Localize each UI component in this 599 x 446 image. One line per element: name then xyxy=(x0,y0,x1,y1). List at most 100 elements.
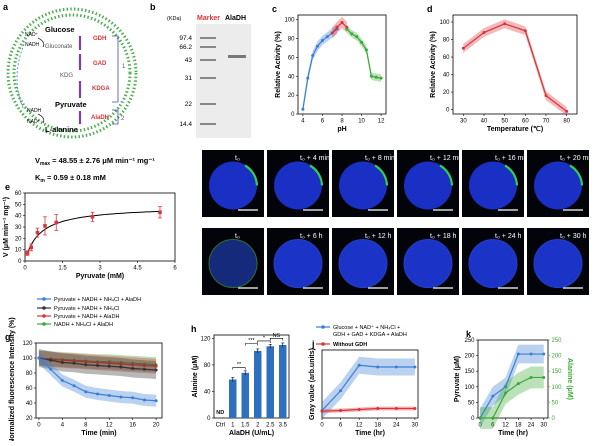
panel-letter: j xyxy=(311,339,315,349)
data-point xyxy=(529,375,533,379)
bar xyxy=(241,372,249,418)
vesicle-image xyxy=(404,239,452,288)
y-tick-label: 40 xyxy=(288,74,295,80)
x-tick-label: 3.5 xyxy=(279,423,288,429)
y-tick-label: 40 xyxy=(443,73,450,79)
km-value: = 0.59 ± 0.18 mM xyxy=(45,173,106,182)
gel-ladder-band xyxy=(200,123,216,125)
series-line xyxy=(480,376,544,419)
panel-letter-a: a xyxy=(3,2,9,12)
panel-letter: c xyxy=(272,4,277,14)
km-text: Km = 0.59 ± 0.18 mM xyxy=(35,173,106,184)
vesicle-image xyxy=(209,161,257,210)
x-tick-label: 12 xyxy=(106,423,113,429)
micrograph-time-label: t₀ + 24 h xyxy=(495,233,522,240)
data-point xyxy=(376,365,380,369)
y2-tick-label: 250 xyxy=(552,338,563,344)
gel-lane-label: AlaDH xyxy=(225,15,246,22)
x-tick-label: 6 xyxy=(491,423,495,429)
label-nadh-2: NADH xyxy=(27,108,42,114)
y2-tick-label: 150 xyxy=(552,369,563,375)
data-point xyxy=(72,361,76,365)
panel-g-chart: 0 4 8 12 16 20 20 40 60 80 100 120 Time (min) Normali… xyxy=(5,297,163,444)
data-point xyxy=(350,32,354,36)
data-point xyxy=(482,31,486,35)
x-tick-label: 70 xyxy=(543,119,550,125)
x-tick-label: 16 xyxy=(129,423,136,429)
series-error-band xyxy=(322,356,415,420)
membrane-fluorescence xyxy=(468,239,518,288)
x-tick-label: 4 xyxy=(301,119,305,125)
y2-tick-label: 0 xyxy=(552,416,556,422)
y-tick-label: 20 xyxy=(26,416,33,422)
data-point xyxy=(320,409,324,413)
y-tick-label: 60 xyxy=(26,386,33,392)
plot-frame xyxy=(24,192,176,262)
data-point xyxy=(119,362,123,366)
significance-label: ** xyxy=(237,362,242,368)
panel-letter: d xyxy=(427,4,433,14)
data-point xyxy=(516,352,520,356)
y-tick-label: 0 xyxy=(18,259,22,265)
x-tick-label: 12 xyxy=(502,423,509,429)
x-tick-label: 2 xyxy=(256,423,260,429)
micrograph-time-label: t₀ + 12 min xyxy=(430,155,464,162)
label-step-1: 1 xyxy=(122,64,126,70)
membrane-fluorescence xyxy=(273,239,323,288)
plot-frame xyxy=(321,349,419,419)
km-symbol: K xyxy=(35,173,41,182)
data-point xyxy=(60,361,64,364)
membrane-fluorescence xyxy=(338,239,388,288)
panel-letter-b: b xyxy=(150,2,156,12)
data-point xyxy=(142,367,146,371)
membrane-fluorescence xyxy=(403,239,453,288)
data-point xyxy=(320,38,324,42)
vesicle-image xyxy=(469,239,517,288)
membrane-fluorescence xyxy=(533,239,583,288)
data-point xyxy=(461,46,465,50)
plot-frame xyxy=(452,14,578,115)
series-line xyxy=(321,364,415,411)
data-point xyxy=(369,74,373,78)
panel-a: a Glucose NAD⁺ NADH Gluconate KDG Pyruva… xyxy=(3,2,138,139)
x-tick-label: 24 xyxy=(528,423,535,429)
data-point xyxy=(131,396,135,400)
vesicle-image xyxy=(404,161,452,210)
data-point xyxy=(154,368,158,372)
vmax-value: = 48.55 ± 2.76 μM min⁻¹ mg⁻¹ xyxy=(50,156,155,165)
legend-j-text-2: Without GDH xyxy=(333,342,367,348)
gel-ladder-label: 14.4 xyxy=(179,121,192,128)
vesicle-image xyxy=(534,239,582,288)
panel-b: b (KDa) Marker AlaDH 97.4 66.2 43 31 22 14.4 xyxy=(150,2,251,138)
data-point xyxy=(131,363,135,367)
x-tick-label: 20 xyxy=(153,423,160,429)
data-point xyxy=(544,94,548,98)
y-tick-label: 100 xyxy=(22,356,33,362)
series-line xyxy=(462,23,568,112)
x-tick-label: 8 xyxy=(340,119,344,125)
data-point xyxy=(357,363,361,367)
label-pyruvate: Pyruvate xyxy=(55,100,87,109)
data-point xyxy=(142,364,146,367)
data-point xyxy=(339,389,343,393)
x-tick-label: 0 xyxy=(37,423,41,429)
series-error-band xyxy=(480,344,544,428)
data-point xyxy=(523,29,527,33)
y-tick-label: 0 xyxy=(207,416,211,422)
cofactor-arrow-1 xyxy=(37,37,45,48)
y-tick-label: 80 xyxy=(288,37,295,43)
y-axis-label: V (μM min⁻¹ mg⁻¹) xyxy=(3,197,10,257)
data-point xyxy=(360,40,364,44)
vesicle-image xyxy=(469,161,517,210)
data-point xyxy=(306,76,310,80)
data-point xyxy=(60,379,64,382)
gel-ladder-label: 66.2 xyxy=(179,44,192,51)
legend-j-marker-1 xyxy=(321,325,325,329)
y-tick-label: 0 xyxy=(291,112,295,118)
data-point xyxy=(119,365,123,369)
vesicle-image xyxy=(339,239,387,288)
x-tick-label: 18 xyxy=(515,423,522,429)
data-point xyxy=(96,361,100,364)
vmax-text: Vmax = 48.55 ± 2.76 μM min⁻¹ mg⁻¹ xyxy=(35,156,155,167)
